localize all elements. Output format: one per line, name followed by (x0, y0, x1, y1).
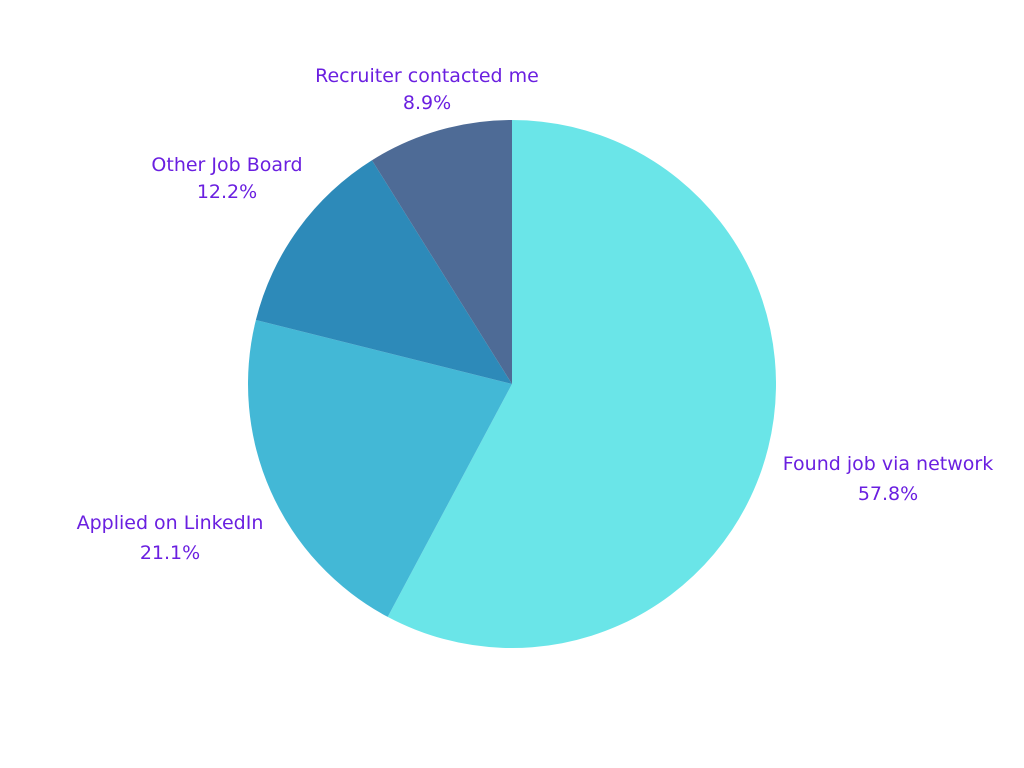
pie-slices (248, 120, 777, 649)
slice-value-recruiter-contacted-me: 8.9% (403, 92, 451, 114)
pie-slice-applied-on-linkedin (248, 319, 512, 617)
pie-slice-recruiter-contacted-me (371, 120, 512, 384)
slice-label-recruiter-contacted-me: Recruiter contacted me (315, 65, 539, 87)
slice-value-other-job-board: 12.2% (197, 181, 257, 203)
slice-label-applied-on-linkedin: Applied on LinkedIn (77, 512, 264, 534)
pie-slice-other-job-board (255, 160, 512, 384)
slice-value-applied-on-linkedin: 21.1% (140, 542, 200, 564)
slice-label-other-job-board: Other Job Board (151, 154, 302, 176)
slice-label-found-job-via-network: Found job via network (783, 453, 993, 475)
slice-value-found-job-via-network: 57.8% (858, 483, 918, 505)
pie-labels: Found job via network 57.8% Applied on Lin… (77, 65, 994, 564)
pie-slice-found-job-via-network (387, 120, 777, 649)
